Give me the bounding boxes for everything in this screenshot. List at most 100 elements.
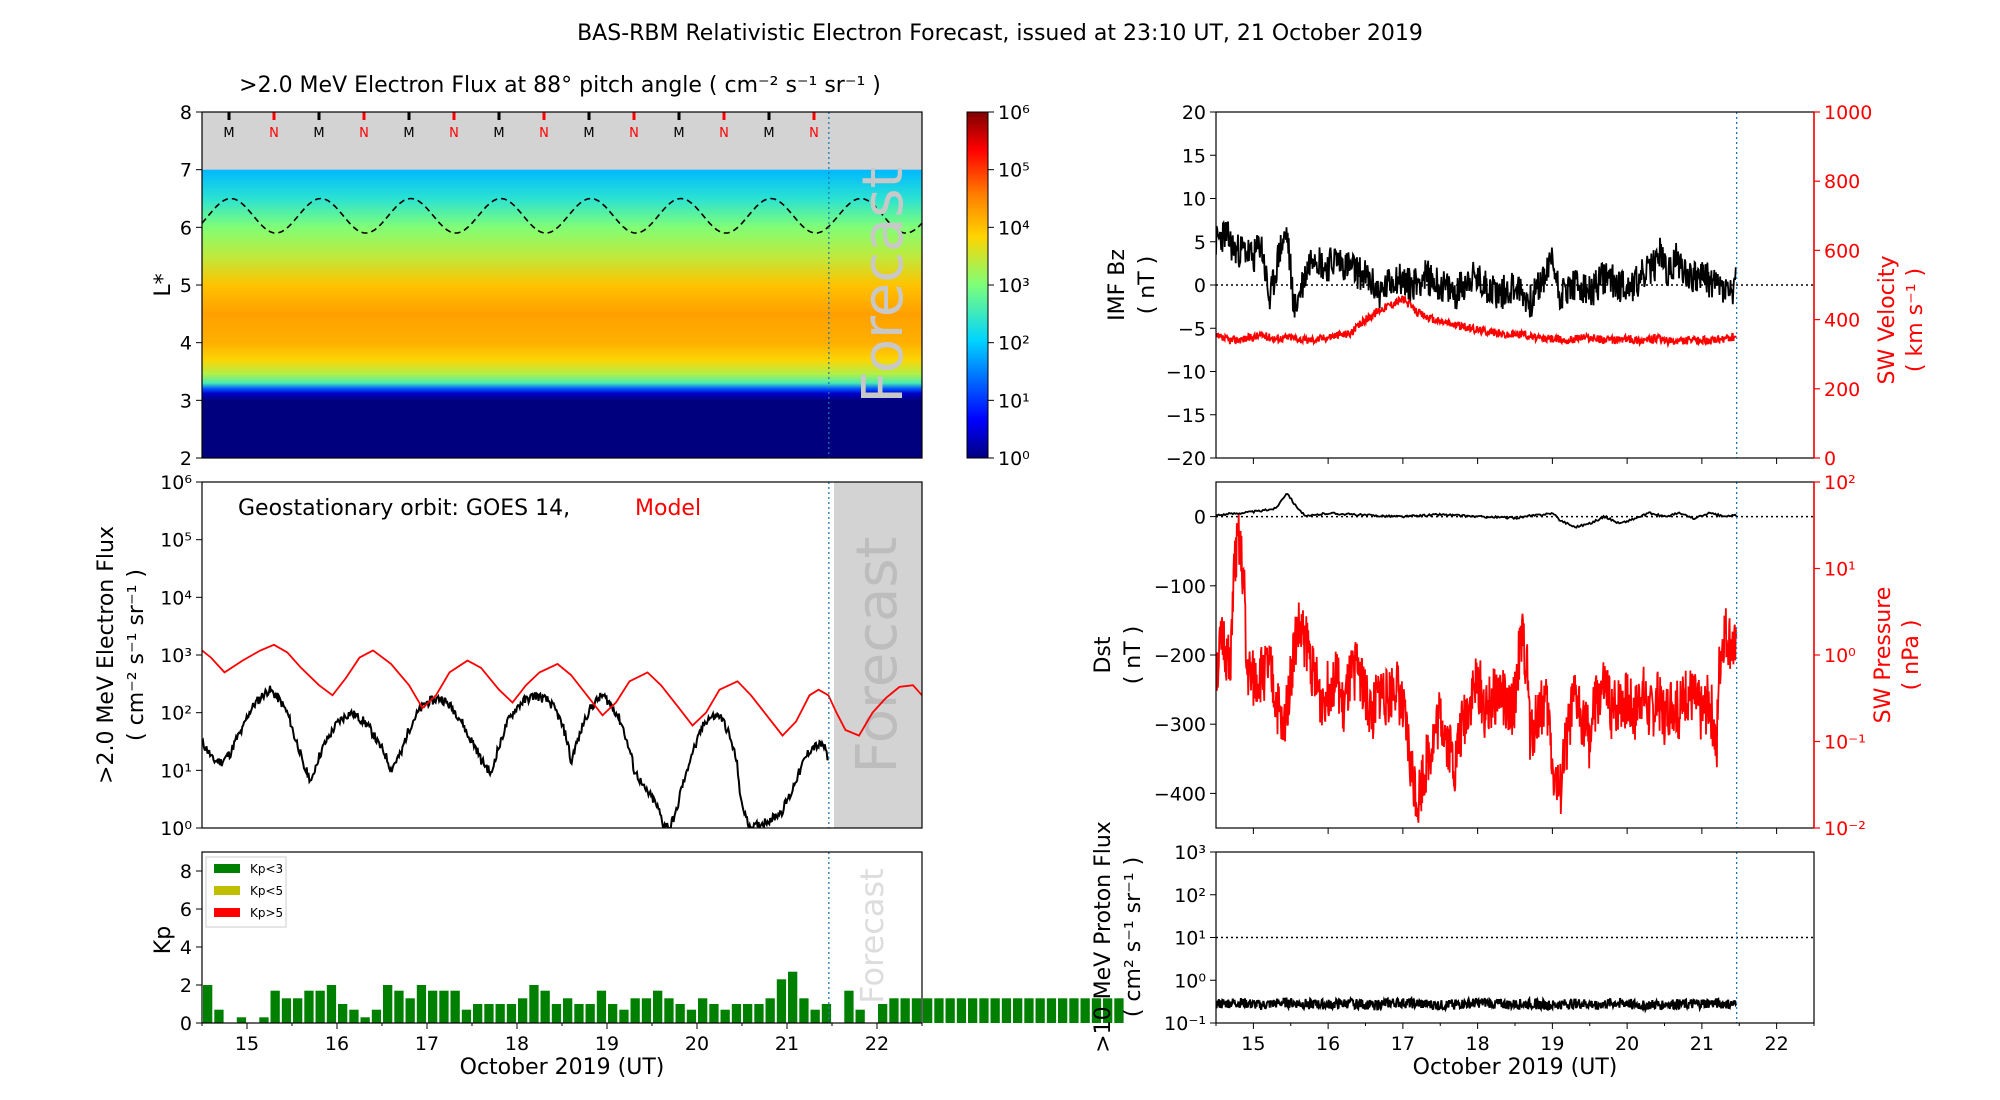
colorbar-tick-label: 10⁴: [998, 217, 1030, 239]
y-tick-label: 4: [180, 937, 192, 959]
flux-map-y-ticks: 2 3 4 5 6 7 8: [180, 102, 202, 470]
kp-bar: [315, 990, 325, 1023]
kp-legend-label-mid: Kp<5: [250, 884, 283, 898]
kp-bar: [686, 1009, 697, 1023]
kp-bar: [968, 998, 978, 1023]
colorbar-tick-label: 10³: [998, 275, 1030, 297]
kp-bar: [405, 998, 415, 1023]
geo-forecast-shade: [834, 482, 922, 828]
y-tick-label: 10³: [160, 645, 192, 667]
colorbar-tick-label: 10⁵: [998, 160, 1030, 182]
sw-pressure-ticks: 10⁻² 10⁻¹ 10⁰ 10¹ 10²: [1814, 472, 1866, 840]
kp-bar: [461, 1009, 472, 1023]
kp-bar: [360, 1017, 370, 1023]
geo-annotation-model: Model: [635, 496, 701, 521]
dst-ylabel: Dst: [1091, 636, 1116, 673]
mlt-label: N: [629, 126, 639, 141]
kp-bar: [338, 1004, 348, 1023]
y-tick-label: 7: [180, 160, 192, 182]
x-tick-label: 20: [685, 1033, 709, 1055]
kp-bar: [1024, 998, 1034, 1023]
colorbar-tick-label: 10⁶: [998, 102, 1030, 124]
y-tick-label: 0: [1194, 507, 1206, 529]
proton-ylabel: >10 MeV Proton Flux: [1091, 821, 1116, 1053]
kp-legend-swatch-mid: [214, 886, 240, 895]
kp-bar: [529, 985, 539, 1023]
kp-legend-label-high: Kp>5: [250, 906, 283, 920]
kp-bar: [551, 1004, 562, 1023]
sw-velocity-label: SW Velocity: [1875, 255, 1900, 384]
kp-bar: [619, 1009, 629, 1023]
y-tick-label: 10¹: [160, 760, 192, 782]
kp-bar: [1080, 998, 1090, 1023]
kp-bar: [484, 1004, 494, 1023]
mlt-label: M: [493, 126, 504, 141]
kp-bar: [731, 1004, 742, 1023]
x-tick-label: 18: [1466, 1033, 1490, 1055]
flux-map-title: >2.0 MeV Electron Flux at 88° pitch angl…: [239, 73, 881, 98]
kp-bar: [1091, 998, 1102, 1023]
figure-title: BAS-RBM Relativistic Electron Forecast, …: [577, 21, 1423, 46]
kp-bar: [911, 998, 922, 1023]
kp-bar: [608, 1004, 618, 1023]
kp-ylabel: Kp: [151, 926, 176, 954]
imf-y-ticks: −20 −15 −10 −5 0 5 10 15 20: [1166, 102, 1216, 470]
kp-bar: [293, 998, 303, 1023]
y-tick-label: 10⁵: [160, 530, 192, 552]
mlt-label: M: [403, 126, 414, 141]
dst-series: [1216, 493, 1737, 529]
kp-bar: [821, 1004, 832, 1023]
dst-ylabel-units: ( nT ): [1121, 626, 1146, 685]
geo-frame: [201, 481, 923, 829]
kp-bar: [259, 1017, 269, 1023]
colorbar-tick-label: 10⁰: [998, 448, 1030, 470]
y-tick-label: −5: [1178, 318, 1206, 340]
kp-bar: [585, 1004, 595, 1023]
kp-bar: [203, 985, 213, 1023]
magnetopause-line: [202, 197, 922, 234]
mlt-label: M: [673, 126, 684, 141]
y-tick-label: 10²: [160, 703, 192, 725]
kp-bar: [900, 998, 910, 1023]
kp-bar: [270, 990, 280, 1023]
mlt-label: M: [313, 126, 324, 141]
mlt-label: N: [449, 126, 459, 141]
y-tick-label: −300: [1154, 714, 1206, 736]
kp-bar: [720, 1009, 730, 1023]
kp-bar: [574, 1004, 584, 1023]
mlt-label: N: [719, 126, 729, 141]
y-tick-label: −15: [1166, 405, 1206, 427]
flux-map-ylabel: L*: [151, 273, 176, 296]
y2-tick-label: 800: [1824, 171, 1860, 193]
imf-ylabel: IMF Bz: [1105, 249, 1130, 321]
kp-y-ticks: 0 2 4 6 8: [180, 861, 202, 1035]
geo-ylabel-units: ( cm⁻² s⁻¹ sr⁻¹ ): [124, 569, 149, 741]
flux-map-forecast-label: Forecast: [851, 167, 916, 404]
y2-tick-label: 200: [1824, 379, 1860, 401]
kp-bar: [596, 990, 607, 1023]
x-tick-label: 18: [505, 1033, 529, 1055]
y-tick-label: 0: [1194, 275, 1206, 297]
mlt-label: N: [269, 126, 279, 141]
kp-bar: [450, 990, 460, 1023]
x-tick-label: 17: [415, 1033, 439, 1055]
model-series: [202, 643, 922, 737]
kp-bar: [1103, 998, 1113, 1023]
kp-bar: [765, 998, 775, 1023]
y-tick-label: −10: [1166, 362, 1206, 384]
y2-tick-label: 400: [1824, 310, 1860, 332]
imf-bz-series: [1216, 220, 1737, 318]
y-tick-label: −400: [1154, 783, 1206, 805]
kp-bar: [878, 1004, 888, 1023]
kp-bar: [653, 990, 663, 1023]
x-tick-label: 22: [865, 1033, 889, 1055]
kp-xlabel: October 2019 (UT): [460, 1055, 665, 1080]
y-tick-label: −20: [1166, 448, 1206, 470]
kp-bar: [394, 990, 404, 1023]
sw-velocity-series: [1216, 295, 1737, 349]
kp-bar: [844, 990, 854, 1023]
x-tick-label: 20: [1615, 1033, 1639, 1055]
geo-flux-panel: Forecast Geostationary orbit: GOES 14, M…: [94, 472, 923, 840]
kp-bar: [236, 1017, 247, 1023]
x-tick-label: 16: [325, 1033, 349, 1055]
